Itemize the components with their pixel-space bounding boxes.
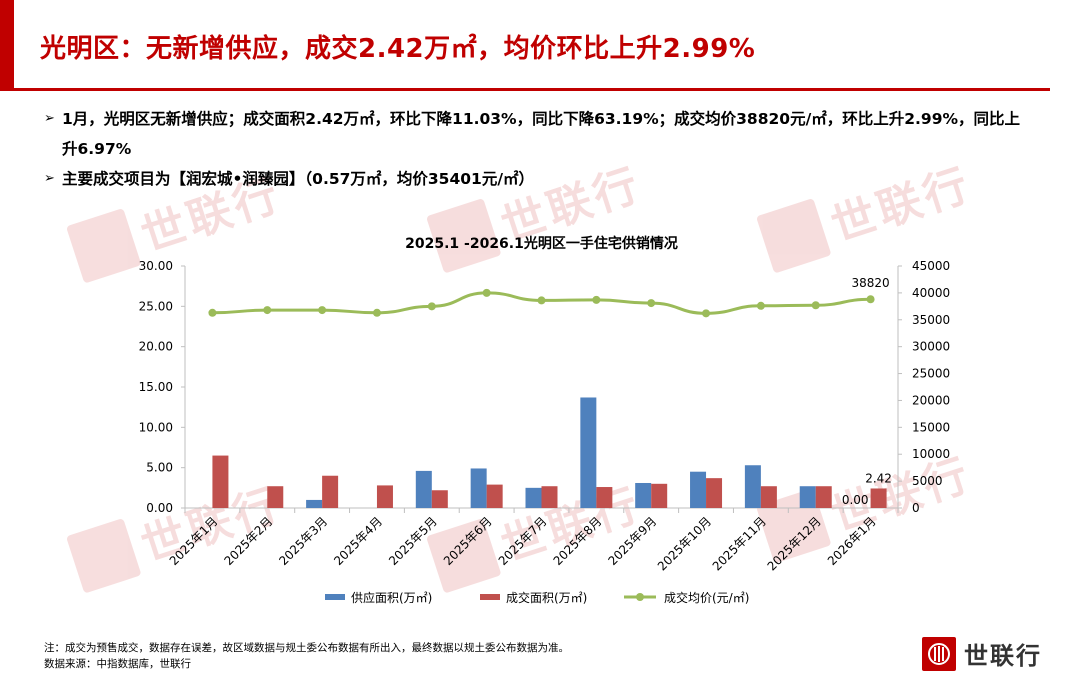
supply-bar <box>580 397 597 508</box>
data-label: 0.00 <box>842 493 869 507</box>
title-accent-bar <box>0 0 14 88</box>
deal-area-bar <box>760 486 777 508</box>
right-tick-label: 10000 <box>912 447 950 461</box>
price-point <box>756 301 765 310</box>
x-tick-label: 2025年10月 <box>655 514 714 573</box>
price-point <box>592 295 601 304</box>
brand-logo: 世联行 <box>922 636 1042 671</box>
supply-bar <box>470 468 487 508</box>
left-tick-label: 0.00 <box>146 501 173 515</box>
summary-bullets: ➢ 1月，光明区无新增供应；成交面积2.42万㎡，环比下降11.03%，同比下降6… <box>44 104 1024 194</box>
deal-area-bar <box>815 486 832 508</box>
right-tick-label: 40000 <box>912 286 950 300</box>
x-tick-label: 2025年4月 <box>331 514 385 568</box>
x-tick-label: 2025年8月 <box>551 514 605 568</box>
x-tick-label: 2025年12月 <box>765 514 824 573</box>
legend-label: 成交均价(元/㎡) <box>664 590 749 605</box>
bullet-item: ➢ 1月，光明区无新增供应；成交面积2.42万㎡，环比下降11.03%，同比下降6… <box>44 104 1024 164</box>
deal-area-bar <box>870 488 887 508</box>
price-point <box>263 306 272 315</box>
deal-area-bar <box>431 490 448 508</box>
deal-area-bar <box>267 486 284 508</box>
x-tick-label: 2025年3月 <box>276 514 330 568</box>
supply-bar <box>635 482 652 508</box>
title-divider <box>0 88 1050 91</box>
deal-area-bar <box>596 487 613 508</box>
left-tick-label: 15.00 <box>139 380 173 394</box>
price-point <box>427 302 436 311</box>
x-tick-label: 2025年2月 <box>222 514 276 568</box>
right-tick-label: 25000 <box>912 367 950 381</box>
supply-bar <box>744 465 761 508</box>
right-tick-label: 15000 <box>912 420 950 434</box>
page-title: 光明区：无新增供应，成交2.42万㎡，均价环比上升2.99% <box>40 34 756 64</box>
supply-bar <box>306 499 323 508</box>
deal-area-bar <box>212 455 229 508</box>
price-point <box>482 288 491 297</box>
footnote: 注：成交为预售成交，数据存在误差，故区域数据与规土委公布数据有所出入，最终数据以… <box>44 640 569 672</box>
right-tick-label: 45000 <box>912 259 950 273</box>
legend-swatch-marker <box>636 593 644 601</box>
right-tick-label: 20000 <box>912 393 950 407</box>
x-tick-label: 2025年1月 <box>167 514 221 568</box>
price-point <box>647 299 656 308</box>
legend-label: 供应面积(万㎡) <box>351 590 432 605</box>
price-point <box>372 308 381 317</box>
left-tick-label: 30.00 <box>139 259 173 273</box>
price-point <box>318 306 327 315</box>
right-tick-label: 0 <box>912 501 920 515</box>
deal-area-bar <box>486 484 503 508</box>
x-tick-label: 2025年7月 <box>496 514 550 568</box>
footnote-note: 注：成交为预售成交，数据存在误差，故区域数据与规土委公布数据有所出入，最终数据以… <box>44 642 569 654</box>
bullet-text: 主要成交项目为【润宏城•润臻园】（0.57万㎡，均价35401元/㎡） <box>62 170 534 188</box>
price-point <box>811 301 820 310</box>
legend-label: 成交面积(万㎡) <box>506 590 587 605</box>
legend-swatch <box>325 594 345 600</box>
price-point <box>537 296 546 305</box>
left-tick-label: 20.00 <box>139 340 173 354</box>
deal-area-bar <box>541 486 558 508</box>
supply-bar <box>525 487 542 508</box>
right-tick-label: 30000 <box>912 340 950 354</box>
x-tick-label: 2025年6月 <box>441 514 495 568</box>
deal-area-bar <box>322 475 339 508</box>
x-tick-label: 2025年5月 <box>386 514 440 568</box>
price-point <box>702 309 711 318</box>
bullet-item: ➢ 主要成交项目为【润宏城•润臻园】（0.57万㎡，均价35401元/㎡） <box>44 164 1024 194</box>
left-tick-label: 25.00 <box>139 299 173 313</box>
chart-title: 2025.1 -2026.1光明区一手住宅供销情况 <box>405 235 678 252</box>
shilianhang-logo-icon <box>922 636 956 671</box>
supply-bar <box>690 471 707 508</box>
right-tick-label: 5000 <box>912 474 943 488</box>
supply-bar <box>799 486 816 508</box>
legend-swatch <box>480 594 500 600</box>
logo-text: 世联行 <box>964 642 1042 670</box>
left-tick-label: 5.00 <box>146 461 173 475</box>
left-tick-label: 10.00 <box>139 420 173 434</box>
deal-area-bar <box>651 483 668 508</box>
arrow-bullet-icon: ➢ <box>44 111 55 126</box>
arrow-bullet-icon: ➢ <box>44 171 55 186</box>
data-label: 38820 <box>851 276 889 290</box>
supply-bar <box>415 470 432 508</box>
deal-area-bar <box>376 485 393 508</box>
x-tick-label: 2026年1月 <box>825 514 879 568</box>
logo-glyph-icon <box>928 642 950 665</box>
price-point <box>866 295 875 304</box>
deal-area-bar <box>706 478 723 508</box>
bullet-text: 1月，光明区无新增供应；成交面积2.42万㎡，环比下降11.03%，同比下降63… <box>62 110 1021 158</box>
data-label: 2.42 <box>865 471 892 485</box>
right-tick-label: 35000 <box>912 313 950 327</box>
x-tick-label: 2025年11月 <box>710 514 769 573</box>
x-tick-label: 2025年9月 <box>605 514 659 568</box>
price-point <box>208 308 217 317</box>
footnote-source: 数据来源：中指数据库，世联行 <box>44 658 191 670</box>
